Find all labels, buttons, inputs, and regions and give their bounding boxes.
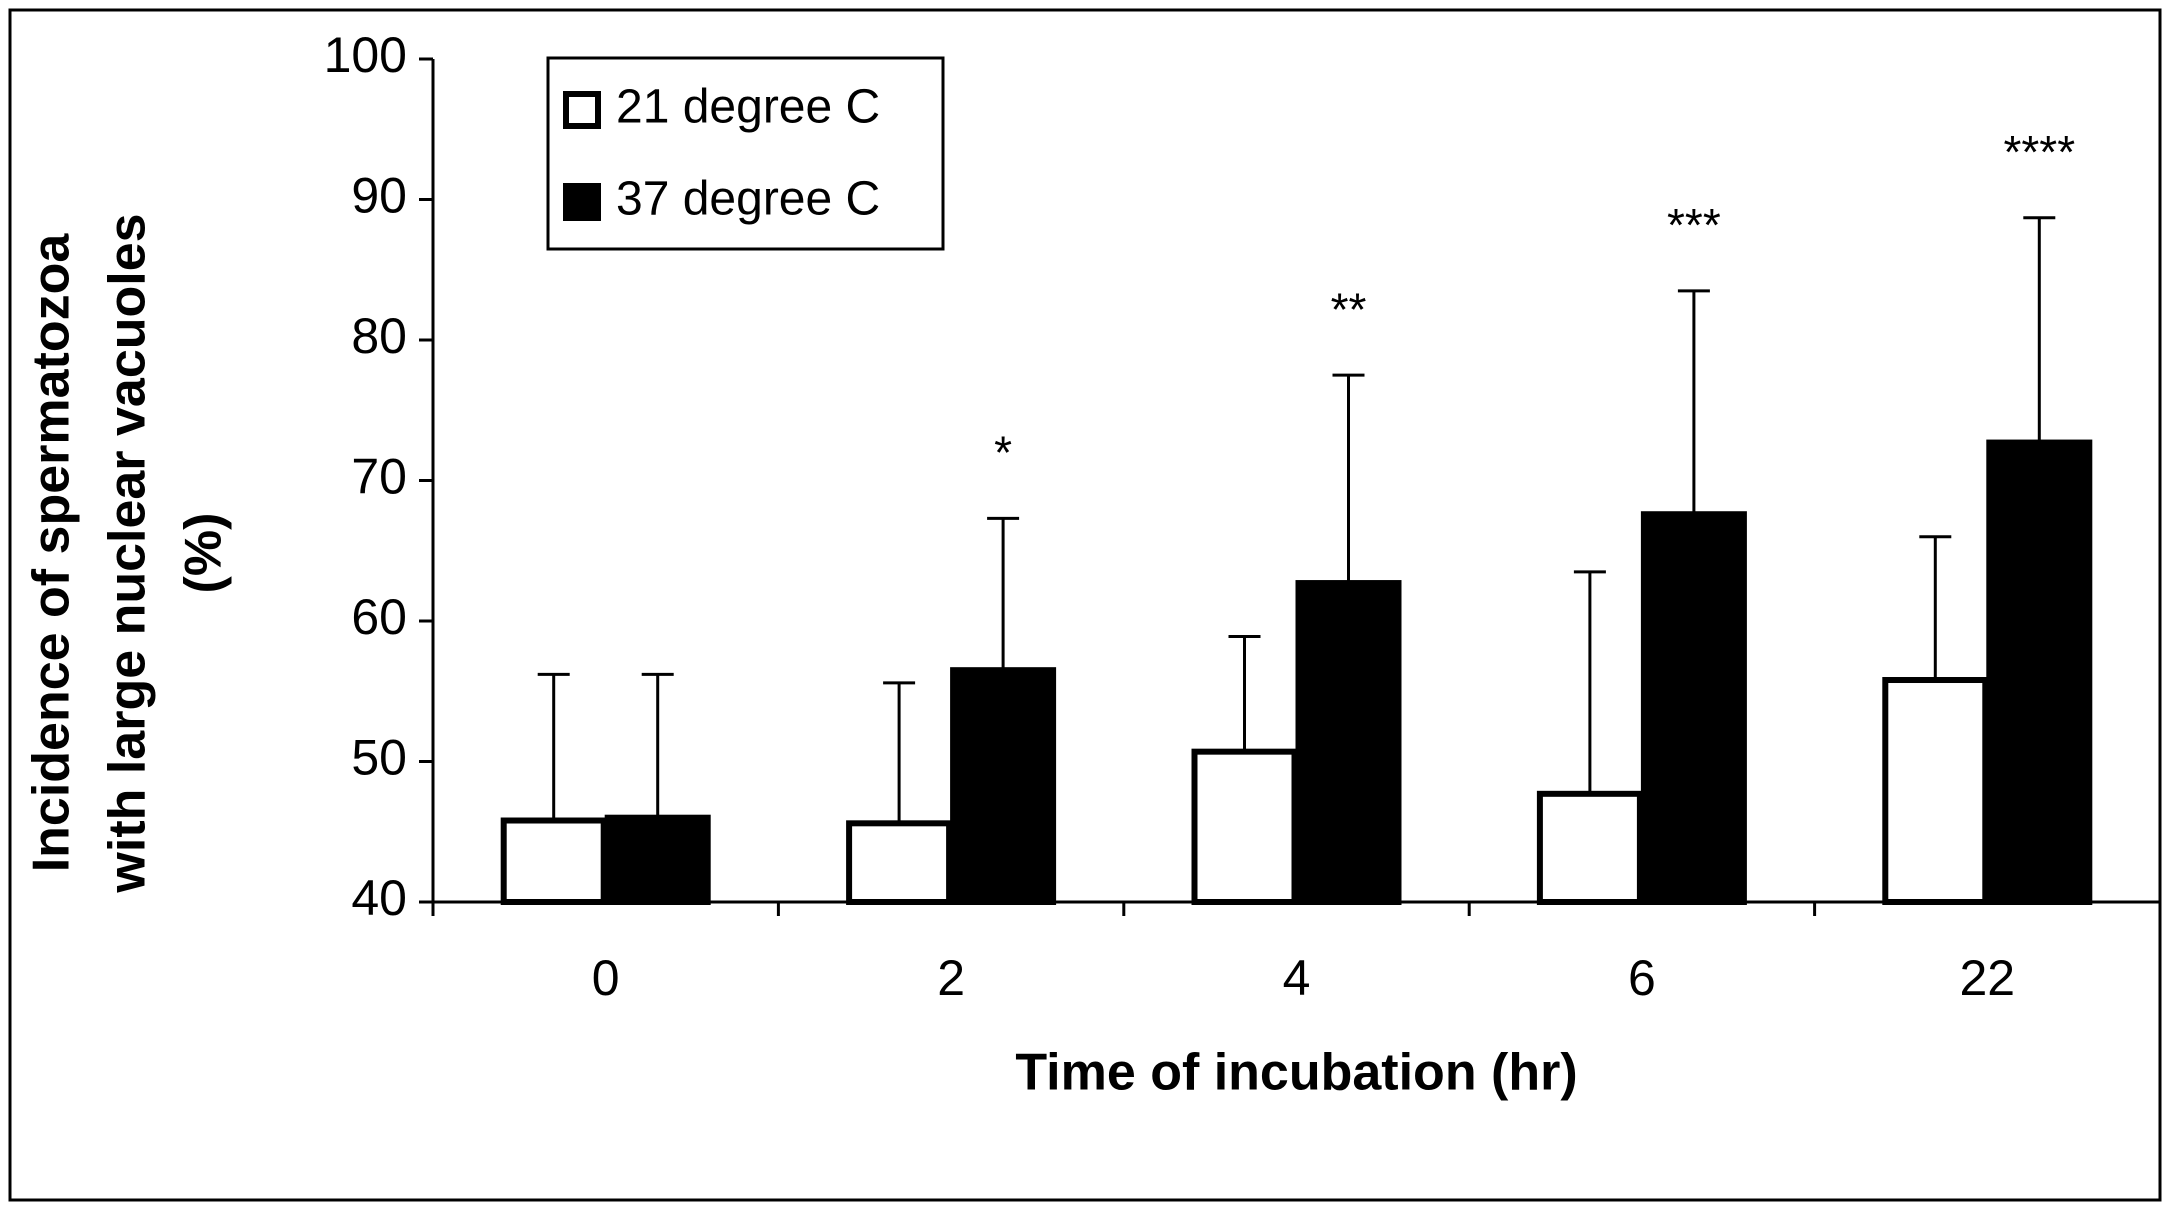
bar	[1191, 748, 1298, 905]
y-tick-label: 100	[324, 27, 407, 83]
x-tick-label: 22	[1959, 950, 2015, 1006]
y-axis-title: with large nuclear vacuoles	[99, 213, 157, 893]
x-tick-label: 6	[1628, 950, 1656, 1006]
legend-label: 21 degree C	[616, 81, 880, 134]
bar	[1640, 511, 1747, 905]
significance-label: ***	[1667, 199, 1721, 251]
y-tick-label: 60	[351, 589, 407, 645]
legend-label: 37 degree C	[616, 173, 880, 226]
legend-swatch	[563, 91, 601, 129]
x-tick-label: 0	[592, 950, 620, 1006]
bar	[1986, 439, 2093, 905]
y-axis-title: (%)	[175, 513, 233, 594]
bar	[1882, 677, 1989, 906]
x-tick-label: 4	[1283, 950, 1311, 1006]
bar	[1295, 580, 1402, 905]
chart-frame	[8, 8, 2162, 1202]
y-axis-title: Incidence of spermatozoa	[23, 233, 81, 873]
legend: 21 degree C 37 degree C	[546, 56, 945, 251]
y-tick-label: 90	[351, 168, 407, 224]
y-tick-label: 50	[351, 730, 407, 786]
y-tick-label: 70	[351, 449, 407, 505]
x-axis-title: Time of incubation (hr)	[1015, 1044, 1577, 1102]
significance-label: *	[994, 427, 1012, 479]
significance-label: ****	[2003, 126, 2075, 178]
legend-swatch	[563, 183, 601, 221]
bar	[500, 817, 607, 906]
bar	[846, 820, 953, 906]
y-tick-label: 80	[351, 308, 407, 364]
significance-label: **	[1331, 283, 1367, 335]
bar	[950, 667, 1057, 905]
bar	[1536, 790, 1643, 905]
x-tick-label: 2	[937, 950, 965, 1006]
bar	[604, 814, 711, 906]
legend-box	[546, 56, 945, 251]
y-tick-label: 40	[351, 870, 407, 926]
